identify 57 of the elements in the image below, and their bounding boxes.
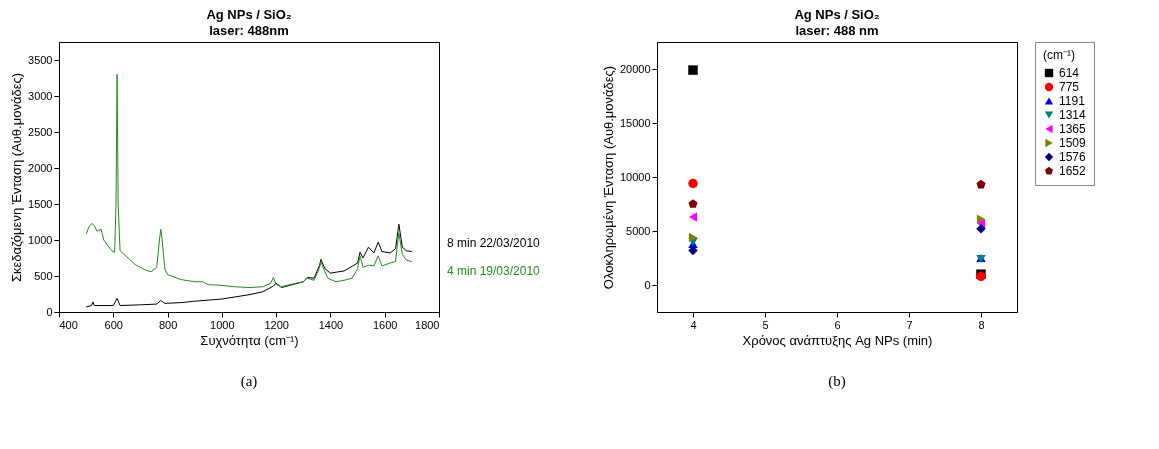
text: (b) xyxy=(828,373,846,390)
y-tick-label: 0 xyxy=(644,278,651,291)
y-tick-label: 2500 xyxy=(28,125,53,138)
y-axis-title: Ολοκληρωμένη Ένταση (Αυθ.μονάδες) xyxy=(600,65,616,290)
legend-label: 1509 xyxy=(1059,136,1087,150)
y-tick-label: 0 xyxy=(46,305,53,318)
point xyxy=(688,199,698,208)
x-tick-label: 800 xyxy=(158,318,178,331)
x-tick-label: 8 xyxy=(978,318,985,331)
x-tick-label: 7 xyxy=(906,318,913,331)
y-axis-title: Σκεδαζόμενη Ένταση (Αυθ.μονάδες) xyxy=(9,72,25,283)
x-tick-label: 1600 xyxy=(372,318,398,331)
chart-title: Ag NPs / SiO₂ xyxy=(794,6,880,22)
text: (a) xyxy=(240,373,258,390)
x-tick-label: 5 xyxy=(762,318,769,331)
x-tick-label: 600 xyxy=(104,318,123,331)
legend-label: 1365 xyxy=(1059,122,1087,136)
point xyxy=(688,212,698,222)
point xyxy=(688,245,698,256)
x-tick-label: 6 xyxy=(834,318,841,331)
legend-title: (cm⁻¹) xyxy=(1043,48,1075,62)
x-tick-label: 1800 xyxy=(415,318,440,331)
y-tick-label: 1000 xyxy=(28,233,53,246)
line-series xyxy=(85,73,413,289)
chart-subtitle: laser: 488nm xyxy=(209,23,289,38)
y-tick-label: 3500 xyxy=(28,53,53,66)
point xyxy=(688,232,698,243)
x-tick-label: 1200 xyxy=(264,318,289,331)
point xyxy=(688,65,698,75)
x-tick-label: 1000 xyxy=(210,318,235,331)
text: 8 min 22/03/2010 xyxy=(447,235,541,250)
point xyxy=(976,179,986,189)
x-axis-title: Χρόνος ανάπτυξης Ag NPs (min) xyxy=(742,332,933,348)
y-tick-label: 3000 xyxy=(28,89,53,102)
legend-label: 614 xyxy=(1059,66,1080,80)
y-tick-label: 2000 xyxy=(28,161,53,174)
point xyxy=(688,178,698,189)
x-tick-label: 4 xyxy=(690,318,697,331)
y-tick-label: 500 xyxy=(34,269,53,282)
x-axis-title: Συχνότητα (cm⁻¹) xyxy=(200,332,299,348)
chart-subtitle: laser: 488 nm xyxy=(795,22,879,38)
legend-label: 775 xyxy=(1059,80,1080,94)
point xyxy=(976,214,986,224)
legend-label: 1191 xyxy=(1059,94,1086,108)
y-tick-label: 20000 xyxy=(619,62,651,75)
legend-label: 1652 xyxy=(1059,164,1087,178)
x-tick-label: 400 xyxy=(59,318,78,331)
text: 4 min 19/03/2010 xyxy=(447,263,541,278)
line-series xyxy=(85,223,413,308)
legend-label: 1576 xyxy=(1059,150,1087,164)
y-tick-label: 10000 xyxy=(619,170,651,183)
y-tick-label: 1500 xyxy=(28,197,53,210)
chart-title: Ag NPs / SiO₂ xyxy=(206,7,292,22)
x-tick-label: 1400 xyxy=(318,318,344,331)
legend-label: 1314 xyxy=(1059,108,1087,122)
y-tick-label: 5000 xyxy=(626,224,651,237)
y-tick-label: 15000 xyxy=(619,116,651,129)
